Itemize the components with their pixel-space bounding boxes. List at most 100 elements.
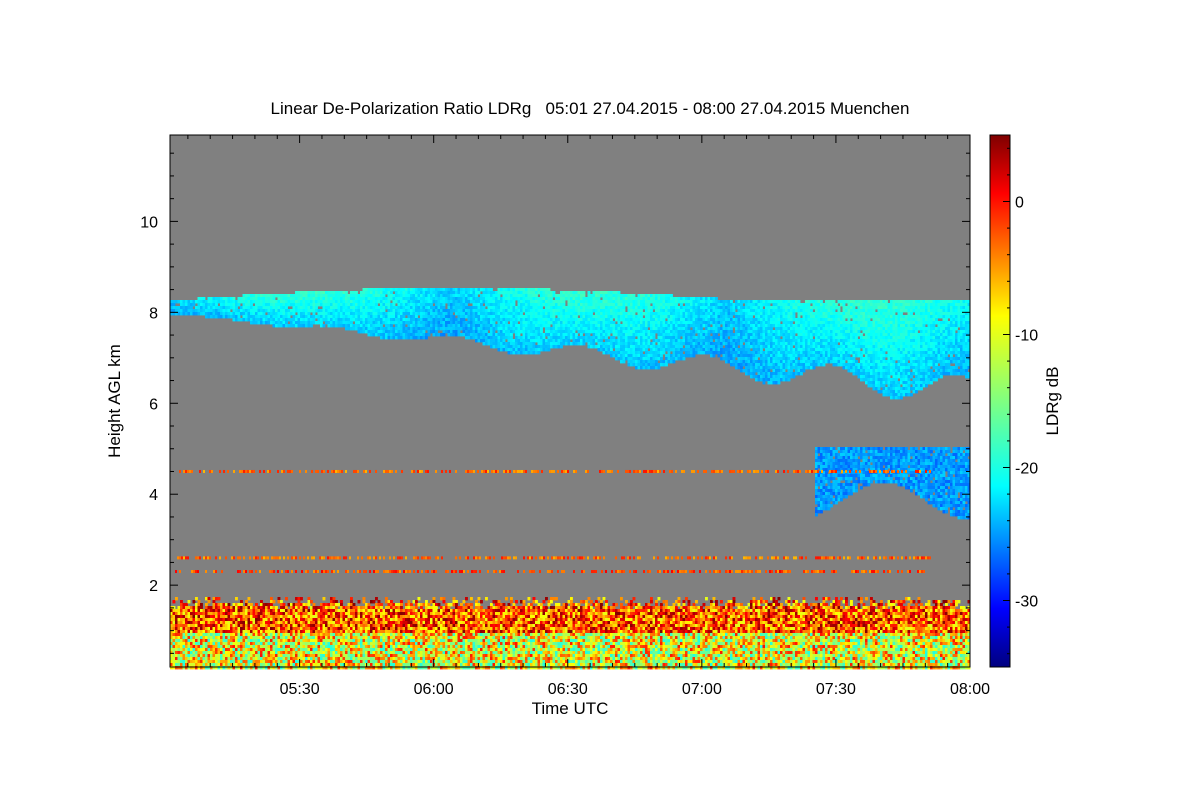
heatmap-cell bbox=[362, 660, 366, 664]
heatmap-cell bbox=[420, 639, 423, 643]
heatmap-cell bbox=[250, 306, 253, 310]
heatmap-cell bbox=[315, 645, 318, 649]
heatmap-cell bbox=[270, 657, 273, 661]
heatmap-cell bbox=[287, 654, 291, 658]
heatmap-cell bbox=[505, 630, 508, 634]
heatmap-cell bbox=[277, 309, 281, 313]
heatmap-cell bbox=[477, 336, 481, 340]
heatmap-cell bbox=[420, 630, 423, 634]
heatmap-cell bbox=[437, 303, 441, 307]
heatmap-cell bbox=[255, 621, 258, 625]
heatmap-cell bbox=[485, 636, 488, 640]
heatmap-cell bbox=[300, 660, 303, 664]
heatmap-cell bbox=[370, 636, 373, 640]
heatmap-cell bbox=[375, 645, 378, 649]
heatmap-cell bbox=[382, 609, 386, 613]
heatmap-cell bbox=[390, 663, 393, 667]
heatmap-cell bbox=[185, 639, 188, 643]
heatmap-cell bbox=[515, 288, 518, 292]
heatmap-cell bbox=[512, 654, 516, 658]
heatmap-cell bbox=[452, 294, 456, 298]
heatmap-cell bbox=[342, 627, 346, 631]
heatmap-cell bbox=[370, 306, 373, 310]
heatmap-cell bbox=[190, 300, 193, 304]
heatmap-cell bbox=[380, 612, 383, 616]
heatmap-cell bbox=[335, 603, 338, 607]
heatmap-cell bbox=[262, 651, 266, 655]
heatmap-cell bbox=[392, 642, 396, 646]
heatmap-cell bbox=[402, 291, 406, 295]
heatmap-cell bbox=[505, 303, 508, 307]
heatmap-cell bbox=[187, 633, 191, 637]
heatmap-cell bbox=[327, 297, 331, 301]
heatmap-cell bbox=[280, 315, 283, 319]
heatmap-cell bbox=[265, 621, 268, 625]
heatmap-cell bbox=[427, 309, 431, 313]
heatmap-cell bbox=[187, 600, 191, 604]
heatmap-cell bbox=[330, 609, 333, 613]
heatmap-cell bbox=[480, 303, 483, 307]
heatmap-cell bbox=[412, 657, 416, 661]
heatmap-cell bbox=[355, 627, 358, 631]
heatmap-cell bbox=[452, 600, 456, 604]
heatmap-cell bbox=[435, 606, 438, 610]
heatmap-cell bbox=[195, 597, 198, 601]
heatmap-cell bbox=[402, 639, 406, 643]
heatmap-cell bbox=[205, 621, 208, 625]
heatmap-cell bbox=[430, 300, 433, 304]
heatmap-cell bbox=[465, 657, 468, 661]
heatmap-cell bbox=[452, 324, 456, 328]
heatmap-cell bbox=[400, 651, 403, 655]
heatmap-cell bbox=[465, 666, 468, 670]
heatmap-cell bbox=[252, 300, 256, 304]
heatmap-cell bbox=[222, 642, 226, 646]
heatmap-cell bbox=[517, 666, 521, 670]
heatmap-cell bbox=[200, 645, 203, 649]
heatmap-cell bbox=[340, 312, 343, 316]
heatmap-cell bbox=[502, 624, 506, 628]
heatmap-cell bbox=[300, 633, 303, 637]
heatmap-cell bbox=[455, 294, 458, 298]
heatmap-cell bbox=[195, 633, 198, 637]
heatmap-cell bbox=[225, 621, 228, 625]
heatmap-cell bbox=[200, 633, 203, 637]
heatmap-cell bbox=[327, 612, 331, 616]
heatmap-cell bbox=[287, 636, 291, 640]
heatmap-cell bbox=[495, 324, 498, 328]
heatmap-cell bbox=[200, 627, 203, 631]
heatmap-cell bbox=[237, 615, 241, 619]
heatmap-cell bbox=[437, 630, 441, 634]
heatmap-cell bbox=[175, 300, 178, 304]
heatmap-cell bbox=[400, 642, 403, 646]
heatmap-cell bbox=[417, 657, 421, 661]
heatmap-cell bbox=[417, 321, 421, 325]
heatmap-cell bbox=[502, 312, 506, 316]
heatmap-cell bbox=[352, 645, 356, 649]
heatmap-cell bbox=[365, 630, 368, 634]
heatmap-cell bbox=[322, 615, 326, 619]
heatmap-cell bbox=[472, 312, 476, 316]
heatmap-cell bbox=[417, 312, 421, 316]
heatmap-cell bbox=[462, 621, 466, 625]
heatmap-cell bbox=[312, 309, 316, 313]
heatmap-cell bbox=[317, 300, 321, 304]
heatmap-cell bbox=[195, 651, 198, 655]
heatmap-cell bbox=[170, 648, 173, 652]
heatmap-cell bbox=[420, 321, 423, 325]
heatmap-cell bbox=[495, 615, 498, 619]
heatmap-cell bbox=[192, 609, 196, 613]
heatmap-cell bbox=[497, 663, 501, 667]
heatmap-cell bbox=[435, 330, 438, 334]
heatmap-cell bbox=[285, 633, 288, 637]
heatmap-cell bbox=[212, 309, 216, 313]
heatmap-cell bbox=[270, 651, 273, 655]
heatmap-cell bbox=[490, 321, 493, 325]
heatmap-cell bbox=[525, 351, 528, 355]
heatmap-cell bbox=[350, 645, 353, 649]
heatmap-cell bbox=[280, 636, 283, 640]
heatmap-cell bbox=[505, 609, 508, 613]
heatmap-cell bbox=[222, 648, 226, 652]
heatmap-cell bbox=[435, 612, 438, 616]
heatmap-cell bbox=[222, 303, 226, 307]
heatmap-cell bbox=[495, 633, 498, 637]
